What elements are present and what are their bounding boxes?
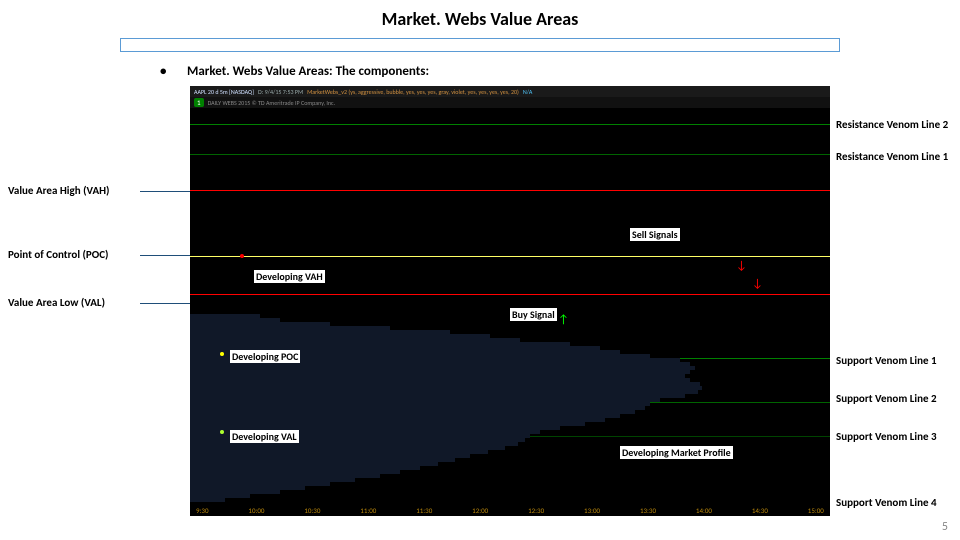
label-left: Value Area Low (VAL)	[8, 296, 105, 309]
inner-label: Developing VAL	[230, 430, 299, 443]
chart-study: MarketWebs_v2 (ys, aggressive, bubble, y…	[307, 88, 519, 96]
sell-signal-arrow: ↓	[752, 278, 763, 290]
label-right: Support Venom Line 4	[836, 496, 937, 509]
xaxis-tick: 14:30	[752, 506, 768, 515]
inner-label: Developing VAH	[254, 270, 325, 283]
label-right: Support Venom Line 3	[836, 430, 937, 443]
chart-hline	[190, 256, 830, 257]
xaxis-tick: 10:00	[248, 506, 264, 515]
xaxis-tick: 9:30	[196, 506, 209, 515]
label-right: Support Venom Line 1	[836, 354, 937, 367]
leader-line	[140, 255, 190, 256]
title-underline-box	[120, 38, 840, 52]
leader-line	[140, 303, 190, 304]
xaxis-tick: 12:00	[472, 506, 488, 515]
xaxis-tick: 11:30	[416, 506, 432, 515]
xaxis-tick: 13:00	[584, 506, 600, 515]
chart-timestamp: D: 9/4/15 7:53 PM	[258, 88, 303, 96]
chart-hline	[190, 124, 830, 125]
label-right: Support Venom Line 2	[836, 392, 937, 405]
leader-line	[140, 191, 190, 192]
chart-caption: DAILY WEBS 2015 © TD Ameritrade IP Compa…	[208, 99, 336, 107]
chart-header: AAPL 20 d 5m [NASDAQ] D: 9/4/15 7:53 PM …	[190, 86, 830, 97]
xaxis-tick: 10:30	[304, 506, 320, 515]
marker-dev_val	[220, 430, 224, 434]
page-number: 5	[942, 520, 948, 534]
buy-signal-arrow: ↑	[558, 314, 569, 326]
label-left: Value Area High (VAH)	[8, 184, 110, 197]
xaxis-tick: 11:00	[360, 506, 376, 515]
chart-hline	[190, 294, 830, 295]
inner-label: Sell Signals	[630, 228, 680, 241]
slide-title: Market. Webs Value Areas	[0, 8, 960, 30]
inner-label: Developing Market Profile	[620, 446, 733, 459]
xaxis-tick: 14:00	[696, 506, 712, 515]
chart-badge: 1	[194, 98, 204, 107]
xaxis-tick: 15:00	[808, 506, 824, 515]
marker-dev_vah	[240, 254, 244, 258]
chart-hline	[190, 190, 830, 191]
chart-xaxis: 9:30 10:00 10:30 11:00 11:30 12:00 12:30 13:00 1…	[190, 504, 830, 516]
bullet-text: Market. Webs Value Areas: The components…	[187, 64, 429, 79]
marker-dev_poc	[220, 352, 224, 356]
bullet-line: • Market. Webs Value Areas: The componen…	[160, 64, 429, 79]
chart-subheader: 1 DAILY WEBS 2015 © TD Ameritrade IP Com…	[190, 97, 830, 108]
chart-na: N/A	[523, 88, 532, 96]
chart-hline	[190, 154, 830, 155]
profile-row	[190, 498, 225, 502]
label-right: Resistance Venom Line 2	[836, 118, 948, 131]
inner-label: Buy Signal	[510, 308, 557, 321]
label-right: Resistance Venom Line 1	[836, 150, 948, 163]
xaxis-tick: 13:30	[640, 506, 656, 515]
inner-label: Developing POC	[230, 350, 300, 363]
label-left: Point of Control (POC)	[8, 248, 108, 261]
sell-signal-arrow: ↓	[736, 260, 747, 272]
chart-symbol: AAPL 20 d 5m [NASDAQ]	[194, 88, 254, 96]
xaxis-tick: 12:30	[528, 506, 544, 515]
chart-area: AAPL 20 d 5m [NASDAQ] D: 9/4/15 7:53 PM …	[190, 86, 830, 516]
bullet-dot: •	[160, 64, 166, 79]
